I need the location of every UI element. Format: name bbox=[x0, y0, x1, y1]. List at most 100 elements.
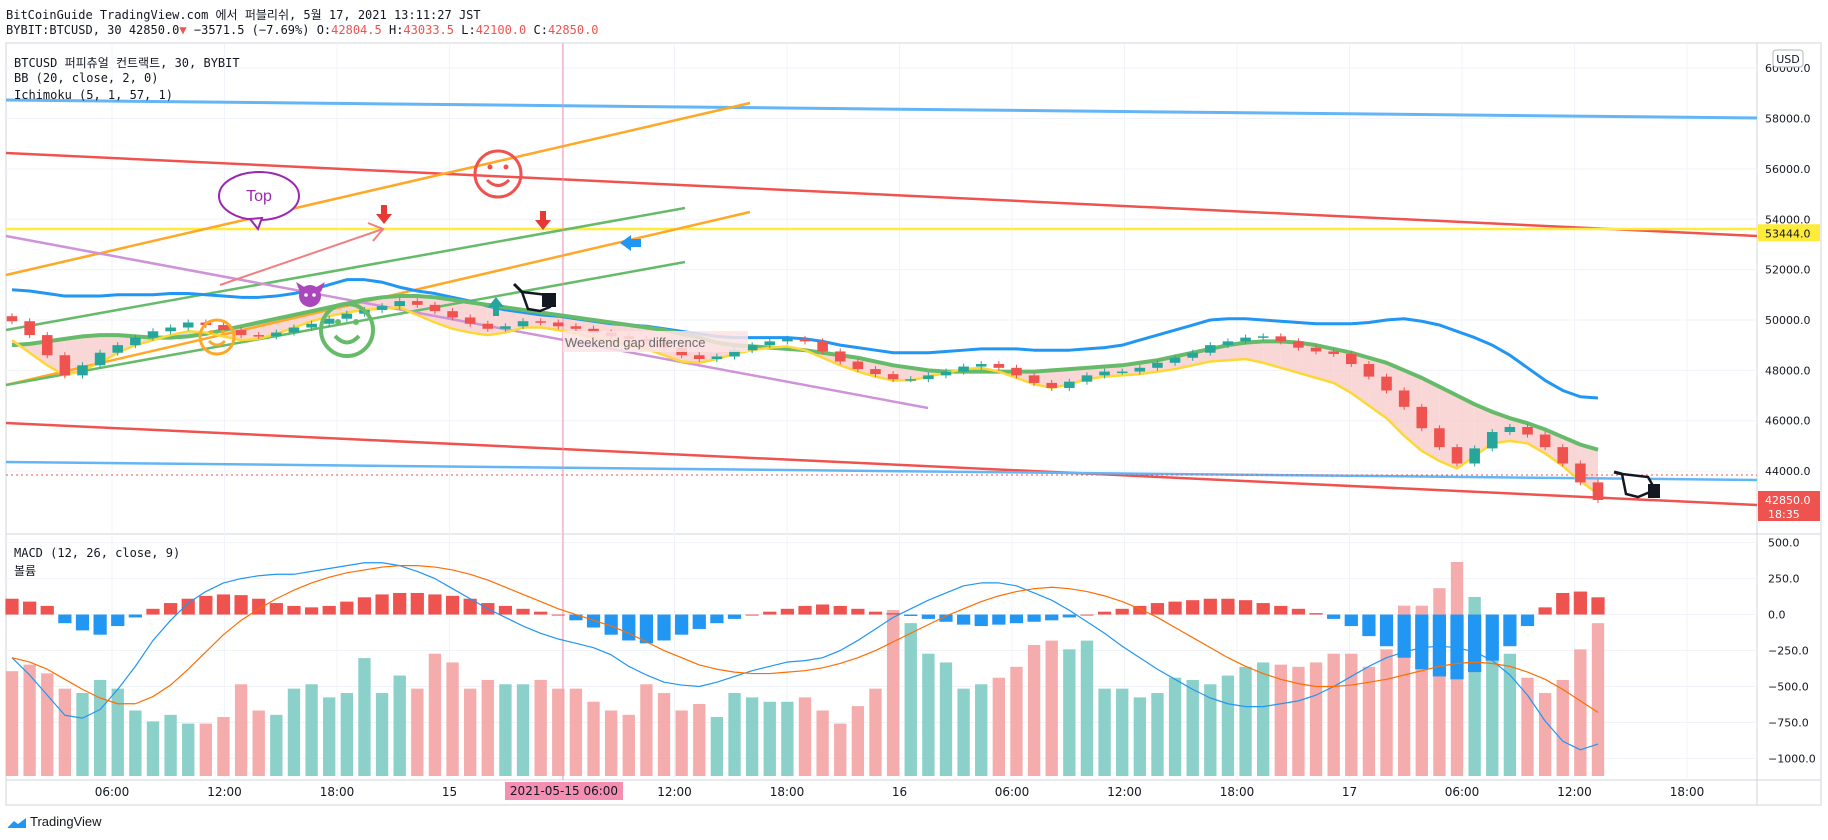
ichimoku-legend[interactable]: Ichimoku (5, 1, 57, 1) bbox=[14, 88, 173, 102]
smile-icon-red[interactable] bbox=[473, 149, 523, 199]
macd-histogram-bar-90 bbox=[1591, 597, 1605, 615]
cat-icon-purple[interactable] bbox=[296, 282, 325, 307]
cloud-segment-25 bbox=[452, 299, 471, 333]
smile-icon-orange[interactable] bbox=[198, 318, 236, 356]
candle-body-45 bbox=[799, 338, 811, 342]
volume-bar-69 bbox=[1221, 675, 1235, 776]
candle-body-86 bbox=[1522, 426, 1533, 435]
macd-histogram-bar-37 bbox=[657, 614, 671, 641]
currency-badge[interactable] bbox=[1772, 49, 1804, 68]
arrow-down-icon-1[interactable] bbox=[376, 205, 392, 224]
candle-body-24 bbox=[429, 304, 441, 312]
candle-74 bbox=[1310, 344, 1322, 355]
trend-line-red-bottom[interactable] bbox=[5, 421, 1758, 507]
candle-body-19 bbox=[341, 313, 353, 319]
volume-bar-77 bbox=[1362, 666, 1376, 776]
arrow-left-icon[interactable] bbox=[620, 235, 641, 251]
arrow-up-icon[interactable] bbox=[488, 297, 504, 316]
volume-bar-38 bbox=[675, 710, 688, 776]
trend-line-orange-upper[interactable] bbox=[5, 101, 751, 277]
candle-body-47 bbox=[834, 351, 846, 362]
macd-histogram-bar-51 bbox=[904, 614, 918, 616]
candle-body-84 bbox=[1486, 432, 1498, 449]
macd-histogram-bar-88 bbox=[1556, 592, 1570, 615]
time-tick-label-3: 15 bbox=[442, 785, 457, 799]
candle-body-71 bbox=[1257, 336, 1269, 338]
price-marker-1 bbox=[1758, 491, 1820, 522]
candle-body-17 bbox=[306, 323, 317, 328]
price-axis[interactable]: 44000.0 46000.0 48000.0 50000.0 52000.0 54000… bbox=[1758, 49, 1820, 522]
tradingview-footer[interactable]: TradingView bbox=[8, 814, 102, 829]
volume-bar-68 bbox=[1204, 684, 1217, 776]
candle-79 bbox=[1398, 387, 1410, 410]
annotation-icons[interactable]: Top bbox=[198, 149, 1660, 499]
low-label: L: bbox=[461, 23, 476, 37]
volume-bar-62 bbox=[1098, 688, 1111, 776]
candle-body-76 bbox=[1346, 353, 1357, 365]
volume-bar-35 bbox=[622, 714, 635, 776]
candle-body-1 bbox=[24, 321, 35, 336]
candle-body-3 bbox=[59, 355, 71, 376]
candle-body-2 bbox=[41, 335, 53, 356]
trend-line-blue-top[interactable] bbox=[5, 98, 1758, 120]
candle-61 bbox=[1081, 372, 1093, 385]
macd-axis[interactable]: 500.0 250.0 0.0 −250.0 −500.0 −750.0 −1000.0 bbox=[1768, 537, 1816, 766]
volume-bar-3 bbox=[58, 688, 72, 776]
currency-label: USD bbox=[1776, 53, 1800, 66]
macd-histogram-bar-55 bbox=[974, 614, 988, 627]
macd-histogram-bar-6 bbox=[111, 614, 125, 627]
candle-body-80 bbox=[1416, 406, 1428, 429]
open-label: O: bbox=[316, 23, 332, 37]
macd-histogram-bar-79 bbox=[1397, 614, 1411, 658]
pointing-hand-icon-1[interactable] bbox=[512, 282, 556, 313]
candle-body-33 bbox=[588, 328, 599, 333]
trend-line-blue-bottom[interactable] bbox=[5, 460, 1758, 482]
volume-bar-87 bbox=[1538, 693, 1552, 776]
candle-body-55 bbox=[975, 364, 987, 367]
cloud-segment-71 bbox=[1263, 341, 1281, 368]
time-tick-label-10: 18:00 bbox=[1220, 785, 1255, 799]
macd-histogram-bar-9 bbox=[163, 603, 178, 615]
arrow-down-icon-2[interactable] bbox=[535, 211, 551, 230]
volume-legend[interactable]: 볼륨 bbox=[14, 564, 37, 578]
chart-title: BTCUSD 퍼피츄얼 컨트랙트, 30, BYBIT bbox=[14, 56, 240, 70]
macd-histogram-bar-25 bbox=[445, 595, 460, 615]
candle-85 bbox=[1504, 423, 1516, 436]
macd-histogram-bar-68 bbox=[1203, 598, 1217, 615]
smile-icon-green[interactable] bbox=[319, 302, 375, 358]
candle-71 bbox=[1257, 333, 1269, 341]
candle-52 bbox=[923, 372, 934, 383]
macd-histogram-bar-59 bbox=[1045, 614, 1059, 621]
volume-bar-56 bbox=[992, 677, 1006, 776]
candle-13 bbox=[235, 327, 247, 339]
trend-line-green-upper[interactable] bbox=[5, 206, 686, 332]
candle-body-7 bbox=[130, 337, 141, 346]
volume-bar-8 bbox=[146, 721, 160, 776]
candle-53 bbox=[940, 368, 952, 379]
volume-bar-53 bbox=[939, 662, 953, 776]
trend-line-green-lower[interactable] bbox=[5, 260, 686, 387]
pointing-hand-icon-2[interactable] bbox=[1613, 470, 1660, 499]
candle-body-9 bbox=[165, 327, 176, 332]
time-tick-label-2: 18:00 bbox=[320, 785, 355, 799]
bb-legend[interactable]: BB (20, close, 2, 0) bbox=[14, 71, 159, 85]
macd-histogram-bar-34 bbox=[604, 614, 618, 635]
arrow-line[interactable] bbox=[219, 228, 384, 286]
volume-bar-41 bbox=[728, 693, 741, 776]
candle-84 bbox=[1486, 429, 1498, 452]
volume-bar-67 bbox=[1186, 679, 1199, 776]
trend-line-red-top[interactable] bbox=[5, 151, 1758, 238]
candle-body-72 bbox=[1275, 336, 1287, 342]
tradingview-logo-icon bbox=[8, 817, 26, 828]
time-axis[interactable]: 06:00 12:00 18:00 15 06:00 12:00 18:00 16 06:00 1… bbox=[95, 782, 1705, 800]
macd-histogram-bar-8 bbox=[146, 608, 160, 615]
candle-body-40 bbox=[711, 356, 723, 360]
candle-49 bbox=[870, 366, 881, 378]
candle-body-13 bbox=[235, 330, 247, 336]
time-tick-label-14: 18:00 bbox=[1670, 785, 1705, 799]
macd-legend[interactable]: MACD (12, 26, close, 9) bbox=[14, 546, 181, 560]
candle-body-59 bbox=[1046, 382, 1057, 388]
volume-bar-26 bbox=[464, 688, 477, 776]
macd-histogram-bar-39 bbox=[692, 614, 706, 629]
